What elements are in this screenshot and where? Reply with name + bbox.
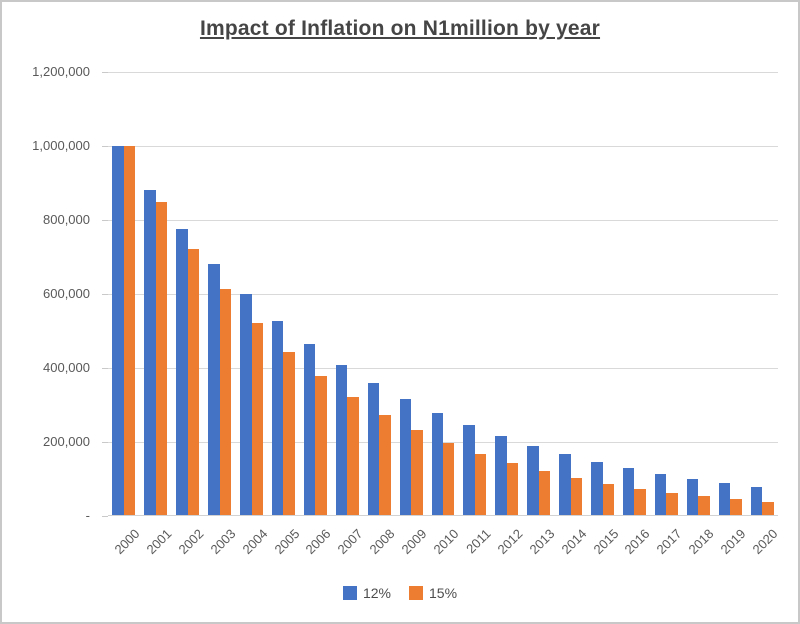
legend-item-12pct: 12%	[342, 585, 391, 601]
bar-15pct-2020	[762, 501, 774, 516]
bar-12pct-2017	[654, 473, 667, 516]
bar-15pct-2006	[315, 376, 327, 516]
gridline-600000	[108, 294, 778, 295]
bar-12pct-2020	[750, 487, 763, 516]
y-tick-mark	[102, 368, 108, 369]
bar-15pct-2011	[474, 454, 487, 516]
x-tick-label-2000: 2000	[111, 526, 143, 558]
bar-12pct-2013	[527, 445, 539, 516]
bar-12pct-2019	[718, 483, 731, 516]
legend-item-15pct: 15%	[409, 585, 457, 601]
y-tick-label: -	[85, 508, 90, 523]
x-tick-label-2018: 2018	[685, 526, 717, 558]
y-tick-mark	[102, 442, 108, 443]
bar-12pct-2012	[495, 436, 507, 516]
y-tick-mark	[102, 220, 108, 221]
x-tick-label-2014: 2014	[558, 526, 590, 558]
bar-15pct-2012	[506, 463, 519, 516]
x-tick-label-2016: 2016	[621, 526, 654, 558]
bar-15pct-2017	[666, 492, 678, 516]
bar-12pct-2014	[559, 454, 571, 516]
x-tick-label-2006: 2006	[302, 526, 335, 558]
bar-15pct-2001	[155, 201, 168, 516]
bar-12pct-2018	[686, 478, 699, 516]
bar-12pct-2007	[335, 364, 348, 516]
gridline-200000	[108, 442, 778, 443]
x-tick-label-2012: 2012	[494, 526, 526, 558]
legend-swatch-15pct	[409, 586, 423, 600]
bar-15pct-2016	[634, 488, 646, 516]
bar-15pct-2004	[251, 322, 264, 516]
bar-12pct-2005	[271, 320, 284, 516]
bar-15pct-2013	[538, 471, 551, 516]
x-tick-label-2013: 2013	[526, 526, 558, 558]
bar-15pct-2003	[219, 288, 232, 516]
bar-12pct-2002	[176, 229, 188, 516]
legend-swatch-12pct	[342, 586, 357, 600]
bar-15pct-2007	[347, 397, 359, 516]
bar-12pct-2011	[463, 425, 475, 516]
y-tick-label: 200,000	[43, 434, 90, 449]
bar-12pct-2000	[112, 146, 124, 516]
legend-label: 12%	[362, 585, 391, 601]
plot-area	[108, 72, 778, 516]
x-axis-line	[108, 515, 778, 516]
x-tick-label-2001: 2001	[143, 526, 175, 558]
y-tick-mark	[102, 72, 108, 73]
bar-15pct-2009	[411, 430, 423, 516]
x-tick-label-2010: 2010	[430, 526, 462, 558]
x-tick-label-2017: 2017	[653, 526, 685, 558]
bar-12pct-2015	[591, 461, 603, 516]
bar-12pct-2004	[240, 294, 252, 516]
bar-15pct-2018	[698, 496, 710, 516]
bar-12pct-2016	[622, 468, 635, 516]
y-tick-label: 400,000	[43, 360, 90, 375]
y-tick-mark	[102, 146, 108, 147]
x-tick-label-2015: 2015	[590, 526, 622, 558]
bar-15pct-2019	[730, 499, 742, 516]
bar-15pct-2002	[187, 248, 200, 516]
y-tick-label: 800,000	[43, 212, 90, 227]
bar-12pct-2008	[367, 382, 380, 516]
legend-label: 15%	[429, 585, 458, 601]
bar-12pct-2010	[431, 412, 443, 516]
bar-15pct-2010	[443, 443, 455, 516]
y-tick-label: 1,200,000	[32, 64, 90, 79]
bar-15pct-2008	[379, 415, 391, 516]
bar-15pct-2000	[123, 146, 136, 516]
legend: 12% 15%	[2, 585, 798, 601]
y-tick-mark	[102, 516, 108, 517]
gridline-1000000	[108, 146, 778, 147]
x-tick-label-2004: 2004	[239, 526, 271, 558]
bar-12pct-2001	[144, 190, 156, 516]
chart-title: Impact of Inflation on N1million by year	[199, 17, 601, 40]
bar-12pct-2009	[399, 398, 412, 516]
x-tick-label-2008: 2008	[366, 526, 398, 558]
bar-12pct-2003	[208, 263, 220, 516]
x-tick-label-2002: 2002	[175, 526, 207, 558]
x-tick-label-2007: 2007	[334, 526, 366, 558]
bar-12pct-2006	[303, 344, 316, 516]
gridline-400000	[108, 368, 778, 369]
x-tick-label-2019: 2019	[717, 526, 749, 558]
x-tick-label-2009: 2009	[398, 526, 430, 558]
y-tick-mark	[102, 294, 108, 295]
x-tick-label-2011: 2011	[463, 526, 494, 557]
x-tick-label-2005: 2005	[271, 526, 303, 558]
bar-15pct-2015	[602, 483, 614, 516]
bar-15pct-2014	[570, 477, 583, 516]
y-tick-label: 600,000	[43, 286, 90, 301]
x-tick-label-2003: 2003	[207, 526, 239, 558]
bar-15pct-2005	[283, 351, 295, 516]
gridline-800000	[108, 220, 778, 221]
gridline-1200000	[108, 72, 778, 73]
y-tick-label: 1,000,000	[32, 138, 90, 153]
x-tick-label-2020: 2020	[749, 526, 781, 558]
